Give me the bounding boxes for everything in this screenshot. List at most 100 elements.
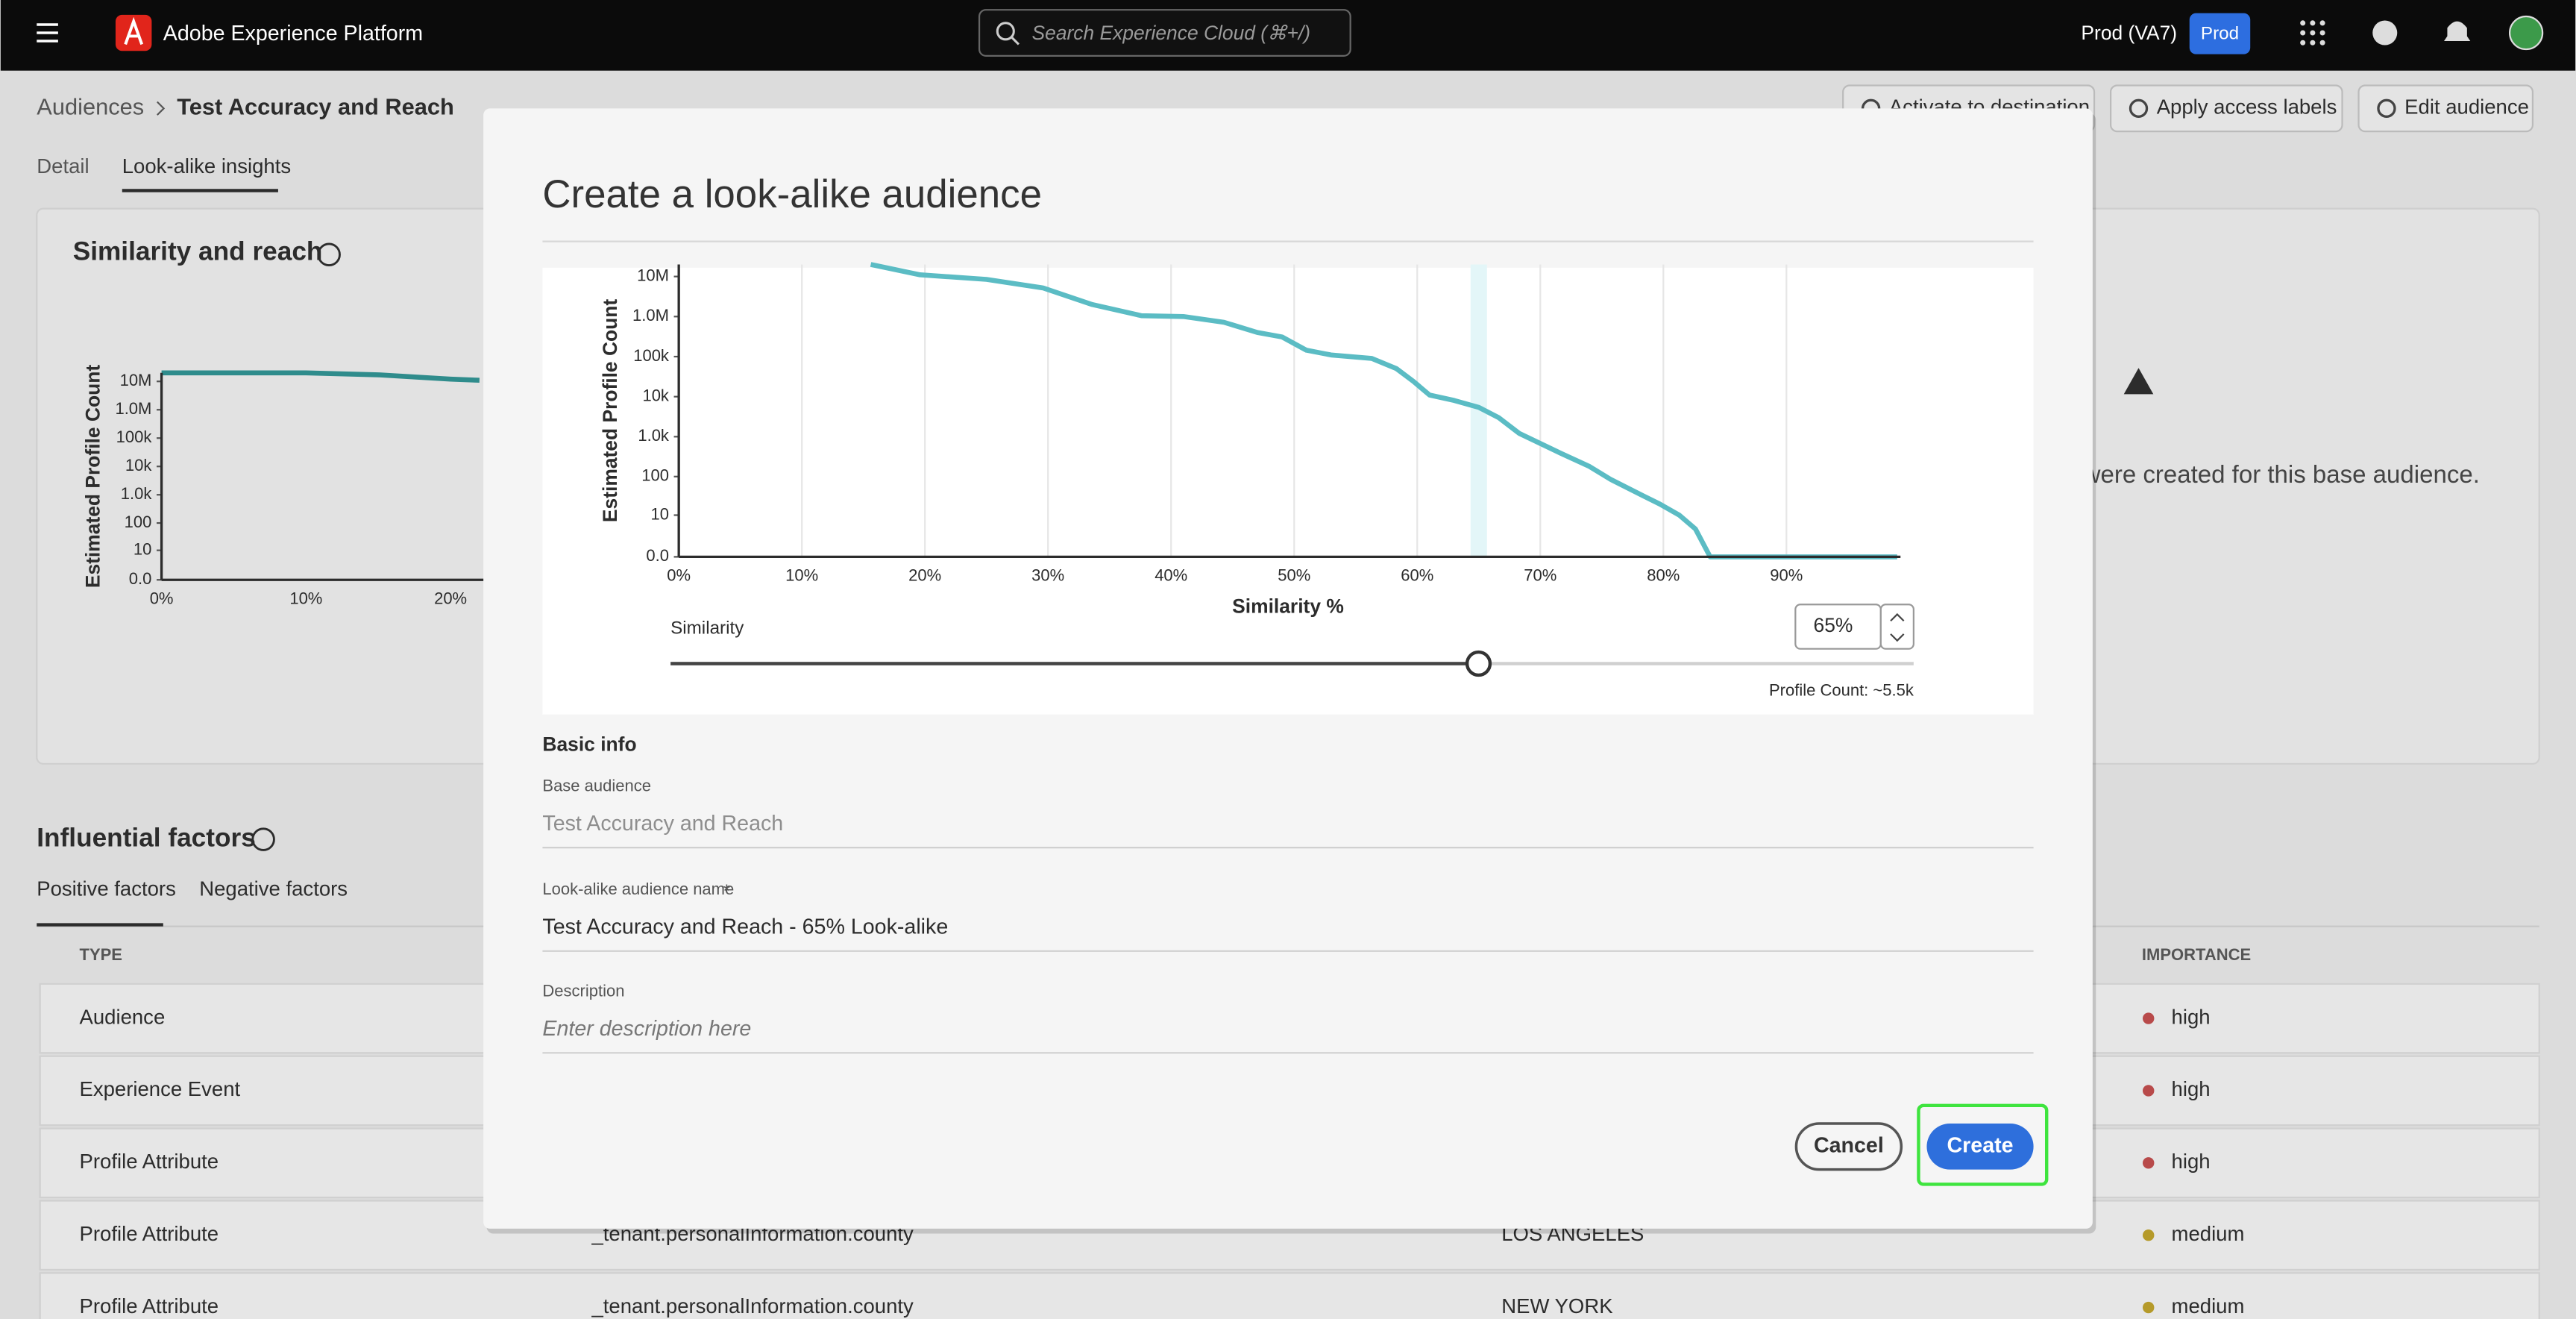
y-tick-label: 100k bbox=[116, 427, 153, 446]
x-tick-label: 60% bbox=[1401, 566, 1433, 585]
adobe-logo[interactable] bbox=[115, 14, 152, 51]
y-tick-label: 10k bbox=[125, 456, 152, 474]
stepper-arrows bbox=[1890, 612, 1905, 642]
org-name[interactable]: Prod (VA7) bbox=[2081, 22, 2177, 44]
data-line bbox=[870, 262, 1897, 560]
x-tick-label: 80% bbox=[1647, 566, 1680, 585]
breadcrumb-item: Test Accuracy and Reach bbox=[177, 93, 454, 119]
y-tick-label: 10M bbox=[120, 371, 152, 389]
cancel-label: Cancel bbox=[1814, 1133, 1884, 1157]
empty-message: were created for this base audience. bbox=[2082, 460, 2480, 488]
table-row bbox=[39, 1272, 2540, 1319]
cell-importance: high bbox=[2172, 1150, 2211, 1173]
factors-title: Influential factors bbox=[37, 823, 256, 852]
x-tick-label: 10% bbox=[289, 589, 322, 607]
y-axis-label: Estimated Profile Count bbox=[81, 365, 104, 589]
y-tick-label: 10 bbox=[133, 539, 151, 558]
cell-importance: medium bbox=[2172, 1222, 2245, 1245]
breadcrumb-item[interactable]: Audiences bbox=[37, 93, 144, 119]
card-title: Similarity and reach bbox=[73, 236, 323, 266]
x-tick-label: 30% bbox=[1031, 566, 1064, 585]
y-axis-label: Estimated Profile Count bbox=[599, 299, 621, 523]
search-icon-handle bbox=[1011, 37, 1020, 46]
y-tick-label: 10k bbox=[642, 386, 669, 404]
y-tick-label: 1.0M bbox=[115, 399, 151, 418]
factor-tab[interactable]: Positive factors bbox=[37, 877, 176, 900]
similarity-slider[interactable] bbox=[670, 650, 1914, 677]
x-tick-label: 70% bbox=[1524, 566, 1556, 585]
cell-type: Profile Attribute bbox=[80, 1150, 219, 1173]
info-icon[interactable] bbox=[251, 827, 275, 851]
field-label: Base audience bbox=[542, 776, 651, 795]
importance-dot bbox=[2143, 1012, 2155, 1024]
cell-type: Profile Attribute bbox=[80, 1222, 219, 1245]
logo-glyph bbox=[124, 16, 144, 46]
modal-title: Create a look-alike audience bbox=[542, 172, 1042, 216]
x-tick-label: 10% bbox=[785, 566, 818, 585]
cell-importance: high bbox=[2172, 1077, 2211, 1100]
menu-icon[interactable] bbox=[37, 23, 58, 43]
description-input[interactable]: Enter description here bbox=[542, 1017, 751, 1041]
similarity-input-value: 65% bbox=[1814, 614, 1853, 636]
y-tick-label: 0.0 bbox=[129, 569, 152, 588]
search-box[interactable] bbox=[978, 9, 1351, 57]
cell-value: NEW YORK bbox=[1501, 1294, 1613, 1318]
action-label: Edit audience bbox=[2404, 95, 2529, 119]
env-badge[interactable] bbox=[2189, 13, 2251, 54]
warning-icon bbox=[2123, 368, 2154, 395]
y-tick-label: 100k bbox=[633, 346, 670, 365]
cell-field: _tenant.personalInformation.county bbox=[591, 1294, 914, 1318]
notification-icon[interactable] bbox=[2444, 21, 2471, 42]
help-icon[interactable] bbox=[2372, 20, 2398, 46]
similarity-band bbox=[1470, 264, 1487, 557]
action-icon bbox=[2129, 98, 2149, 118]
column-header: IMPORTANCE bbox=[2142, 945, 2251, 964]
profile-count: Profile Count: ~5.5k bbox=[1769, 681, 1914, 700]
action-icon bbox=[2377, 98, 2396, 118]
apps-icon[interactable] bbox=[2300, 20, 2325, 46]
action-button[interactable] bbox=[2357, 84, 2534, 133]
x-tick-label: 20% bbox=[434, 589, 467, 607]
y-tick-label: 1.0M bbox=[632, 306, 669, 325]
env-label: Prod bbox=[2201, 24, 2239, 44]
factor-tab[interactable]: Negative factors bbox=[199, 877, 348, 900]
create-label: Create bbox=[1947, 1133, 2014, 1157]
action-button[interactable] bbox=[2109, 84, 2343, 133]
y-tick-label: 1.0k bbox=[121, 484, 153, 503]
x-tick-label: 40% bbox=[1155, 566, 1187, 585]
y-tick-label: 0.0 bbox=[646, 546, 669, 565]
lookalike-chart: 0% 10% 20% 30% 40% 50% 60% 70% 80% 90% 0.0 10 100 1.0… bbox=[599, 262, 1901, 618]
cell-importance: high bbox=[2172, 1005, 2211, 1028]
info-icon[interactable] bbox=[317, 242, 341, 267]
y-tick-label: 10M bbox=[637, 266, 669, 284]
x-tick-label: 90% bbox=[1770, 566, 1803, 585]
action-label: Apply access labels bbox=[2157, 95, 2337, 119]
y-tick-label: 10 bbox=[650, 504, 668, 523]
highlight-box bbox=[1917, 1103, 2049, 1186]
x-tick-label: 20% bbox=[908, 566, 941, 585]
avatar[interactable] bbox=[2508, 15, 2544, 51]
y-tick-label: 100 bbox=[125, 513, 152, 531]
x-tick-label: 50% bbox=[1278, 566, 1310, 585]
column-header: TYPE bbox=[80, 945, 122, 964]
search-placeholder: Search Experience Cloud (⌘+/) bbox=[1032, 22, 1311, 44]
cancel-button[interactable] bbox=[1794, 1122, 1903, 1171]
search-icon bbox=[996, 22, 1015, 41]
y-tick-label: 1.0k bbox=[638, 426, 670, 445]
brand[interactable]: Adobe Experience Platform bbox=[163, 22, 423, 46]
base-audience-value: Test Accuracy and Reach bbox=[542, 812, 783, 836]
page-tab[interactable]: Detail bbox=[37, 154, 89, 178]
breadcrumb-chevron bbox=[157, 101, 166, 116]
create-button[interactable] bbox=[1926, 1123, 2034, 1170]
y-tick-label: 100 bbox=[641, 466, 669, 485]
data-line bbox=[161, 370, 480, 383]
slider-label: Similarity bbox=[670, 618, 744, 639]
name-input[interactable]: Test Accuracy and Reach - 65% Look-alike bbox=[542, 915, 948, 939]
stepper[interactable] bbox=[1879, 604, 1914, 650]
x-tick-label: 0% bbox=[667, 566, 691, 585]
x-axis-label: Similarity % bbox=[1232, 595, 1344, 618]
page-tab[interactable]: Look-alike insights bbox=[122, 154, 291, 178]
slider-thumb[interactable] bbox=[1465, 650, 1492, 677]
